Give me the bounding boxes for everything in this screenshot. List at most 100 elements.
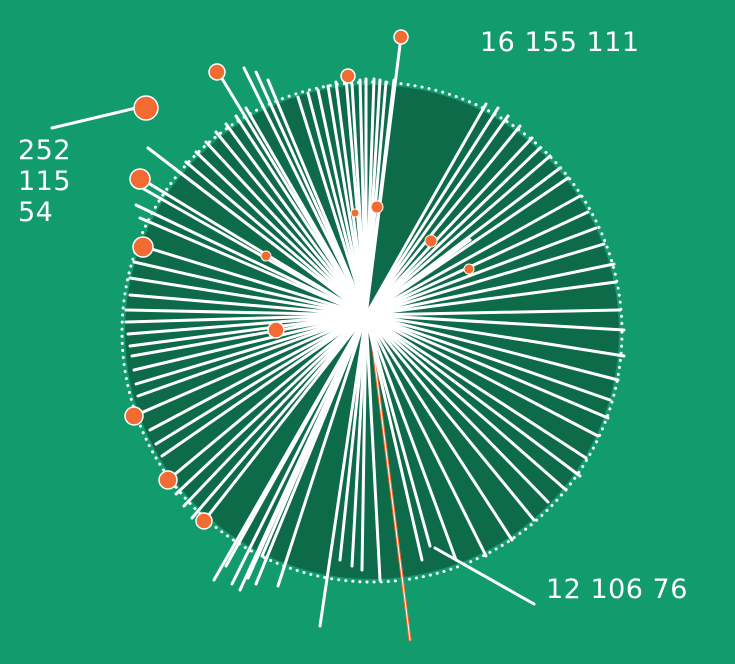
ray-84 — [364, 262, 616, 317]
ray-80 — [364, 313, 626, 358]
ray-48 — [174, 313, 368, 496]
ray-30 — [138, 216, 368, 317]
ray-36 — [124, 313, 368, 324]
ray-40 — [132, 313, 368, 372]
ray-11 — [316, 88, 368, 317]
label-left-stack: 252 115 54 — [18, 136, 71, 229]
ray-98 — [364, 238, 472, 317]
ray-87 — [364, 210, 590, 317]
ray-88 — [364, 194, 582, 317]
dot-5 — [132, 236, 154, 258]
ray-19 — [234, 114, 368, 317]
dot-12 — [124, 406, 144, 426]
ray-41 — [134, 313, 368, 386]
ray-37 — [126, 313, 368, 336]
ray-76 — [364, 313, 600, 438]
ray-42 — [136, 313, 368, 398]
ray-85 — [364, 242, 606, 317]
ray-31 — [140, 244, 368, 317]
dot-8 — [370, 200, 384, 214]
ray-53 — [224, 313, 368, 568]
ray-72 — [364, 313, 550, 504]
ray-28 — [140, 186, 368, 317]
dot-4 — [129, 168, 151, 190]
ray-97 — [364, 102, 488, 317]
ray-22 — [204, 140, 368, 317]
ray-45 — [154, 313, 368, 446]
ray-91 — [364, 154, 552, 317]
ray-81 — [364, 313, 626, 332]
ray-49 — [182, 313, 368, 508]
ray-8 — [344, 76, 368, 317]
ray-47 — [166, 313, 368, 482]
ray-69 — [364, 313, 488, 558]
ray-92 — [364, 146, 542, 317]
ray-77 — [364, 313, 610, 420]
callout-line-bottom — [433, 546, 536, 606]
ray-50 — [190, 313, 368, 520]
ray-12 — [306, 91, 368, 317]
ray-20 — [224, 122, 368, 317]
ray-highlight-core — [368, 315, 411, 641]
ray-18 — [244, 106, 368, 317]
dot-2 — [208, 63, 226, 81]
ray-70 — [364, 313, 514, 542]
ray-74 — [364, 313, 582, 478]
ray-73 — [364, 313, 568, 492]
ray-83 — [364, 280, 618, 317]
ray-32 — [132, 260, 368, 317]
ray-68 — [364, 313, 458, 562]
dot-1 — [340, 68, 356, 84]
callout-lines — [50, 106, 536, 606]
ray-44 — [148, 313, 368, 432]
ray-43 — [132, 313, 368, 418]
ray-95 — [364, 114, 510, 317]
dot-7 — [350, 208, 360, 218]
dots-group — [124, 29, 475, 530]
ray-93 — [364, 136, 534, 317]
ray-29 — [134, 203, 368, 317]
ray-24 — [184, 160, 368, 317]
ray-75 — [364, 313, 588, 460]
ray-66 — [364, 313, 424, 562]
ray-82 — [364, 308, 622, 317]
ray-63 — [360, 313, 368, 572]
dot-0 — [393, 29, 409, 45]
ray-13 — [296, 95, 368, 317]
ray-94 — [364, 124, 522, 317]
ray-54 — [230, 313, 368, 586]
ray-58 — [260, 313, 368, 558]
ray-21 — [214, 130, 368, 317]
ray-23 — [194, 150, 368, 317]
label-top: 16 155 111 — [480, 27, 640, 58]
dot-13 — [158, 470, 178, 490]
ray-67 — [364, 313, 432, 548]
ray-34 — [128, 293, 368, 317]
ray-62 — [350, 313, 368, 568]
ray-79 — [364, 313, 620, 382]
ray-86 — [364, 226, 598, 317]
dot-3 — [133, 95, 159, 121]
dot-10 — [463, 263, 475, 275]
ray-60 — [318, 313, 368, 628]
ray-51 — [202, 313, 368, 523]
label-left-line-2: 115 — [18, 166, 72, 197]
ray-26 — [146, 146, 368, 317]
label-left-line-3: 54 — [18, 197, 54, 228]
ray-64 — [364, 313, 382, 582]
callout-line-left — [50, 106, 138, 130]
dot-14 — [195, 512, 213, 530]
ray-78 — [364, 313, 612, 402]
dot-9 — [424, 234, 438, 248]
ray-10 — [326, 84, 368, 317]
dot-11 — [267, 321, 285, 339]
ray-39 — [130, 313, 368, 358]
ray-59 — [276, 313, 368, 588]
ray-71 — [364, 313, 536, 522]
dotted-outline — [120, 80, 624, 584]
label-bottom: 12 106 76 — [546, 574, 688, 605]
ray-61 — [338, 313, 368, 562]
label-left-line-1: 252 — [18, 135, 72, 166]
